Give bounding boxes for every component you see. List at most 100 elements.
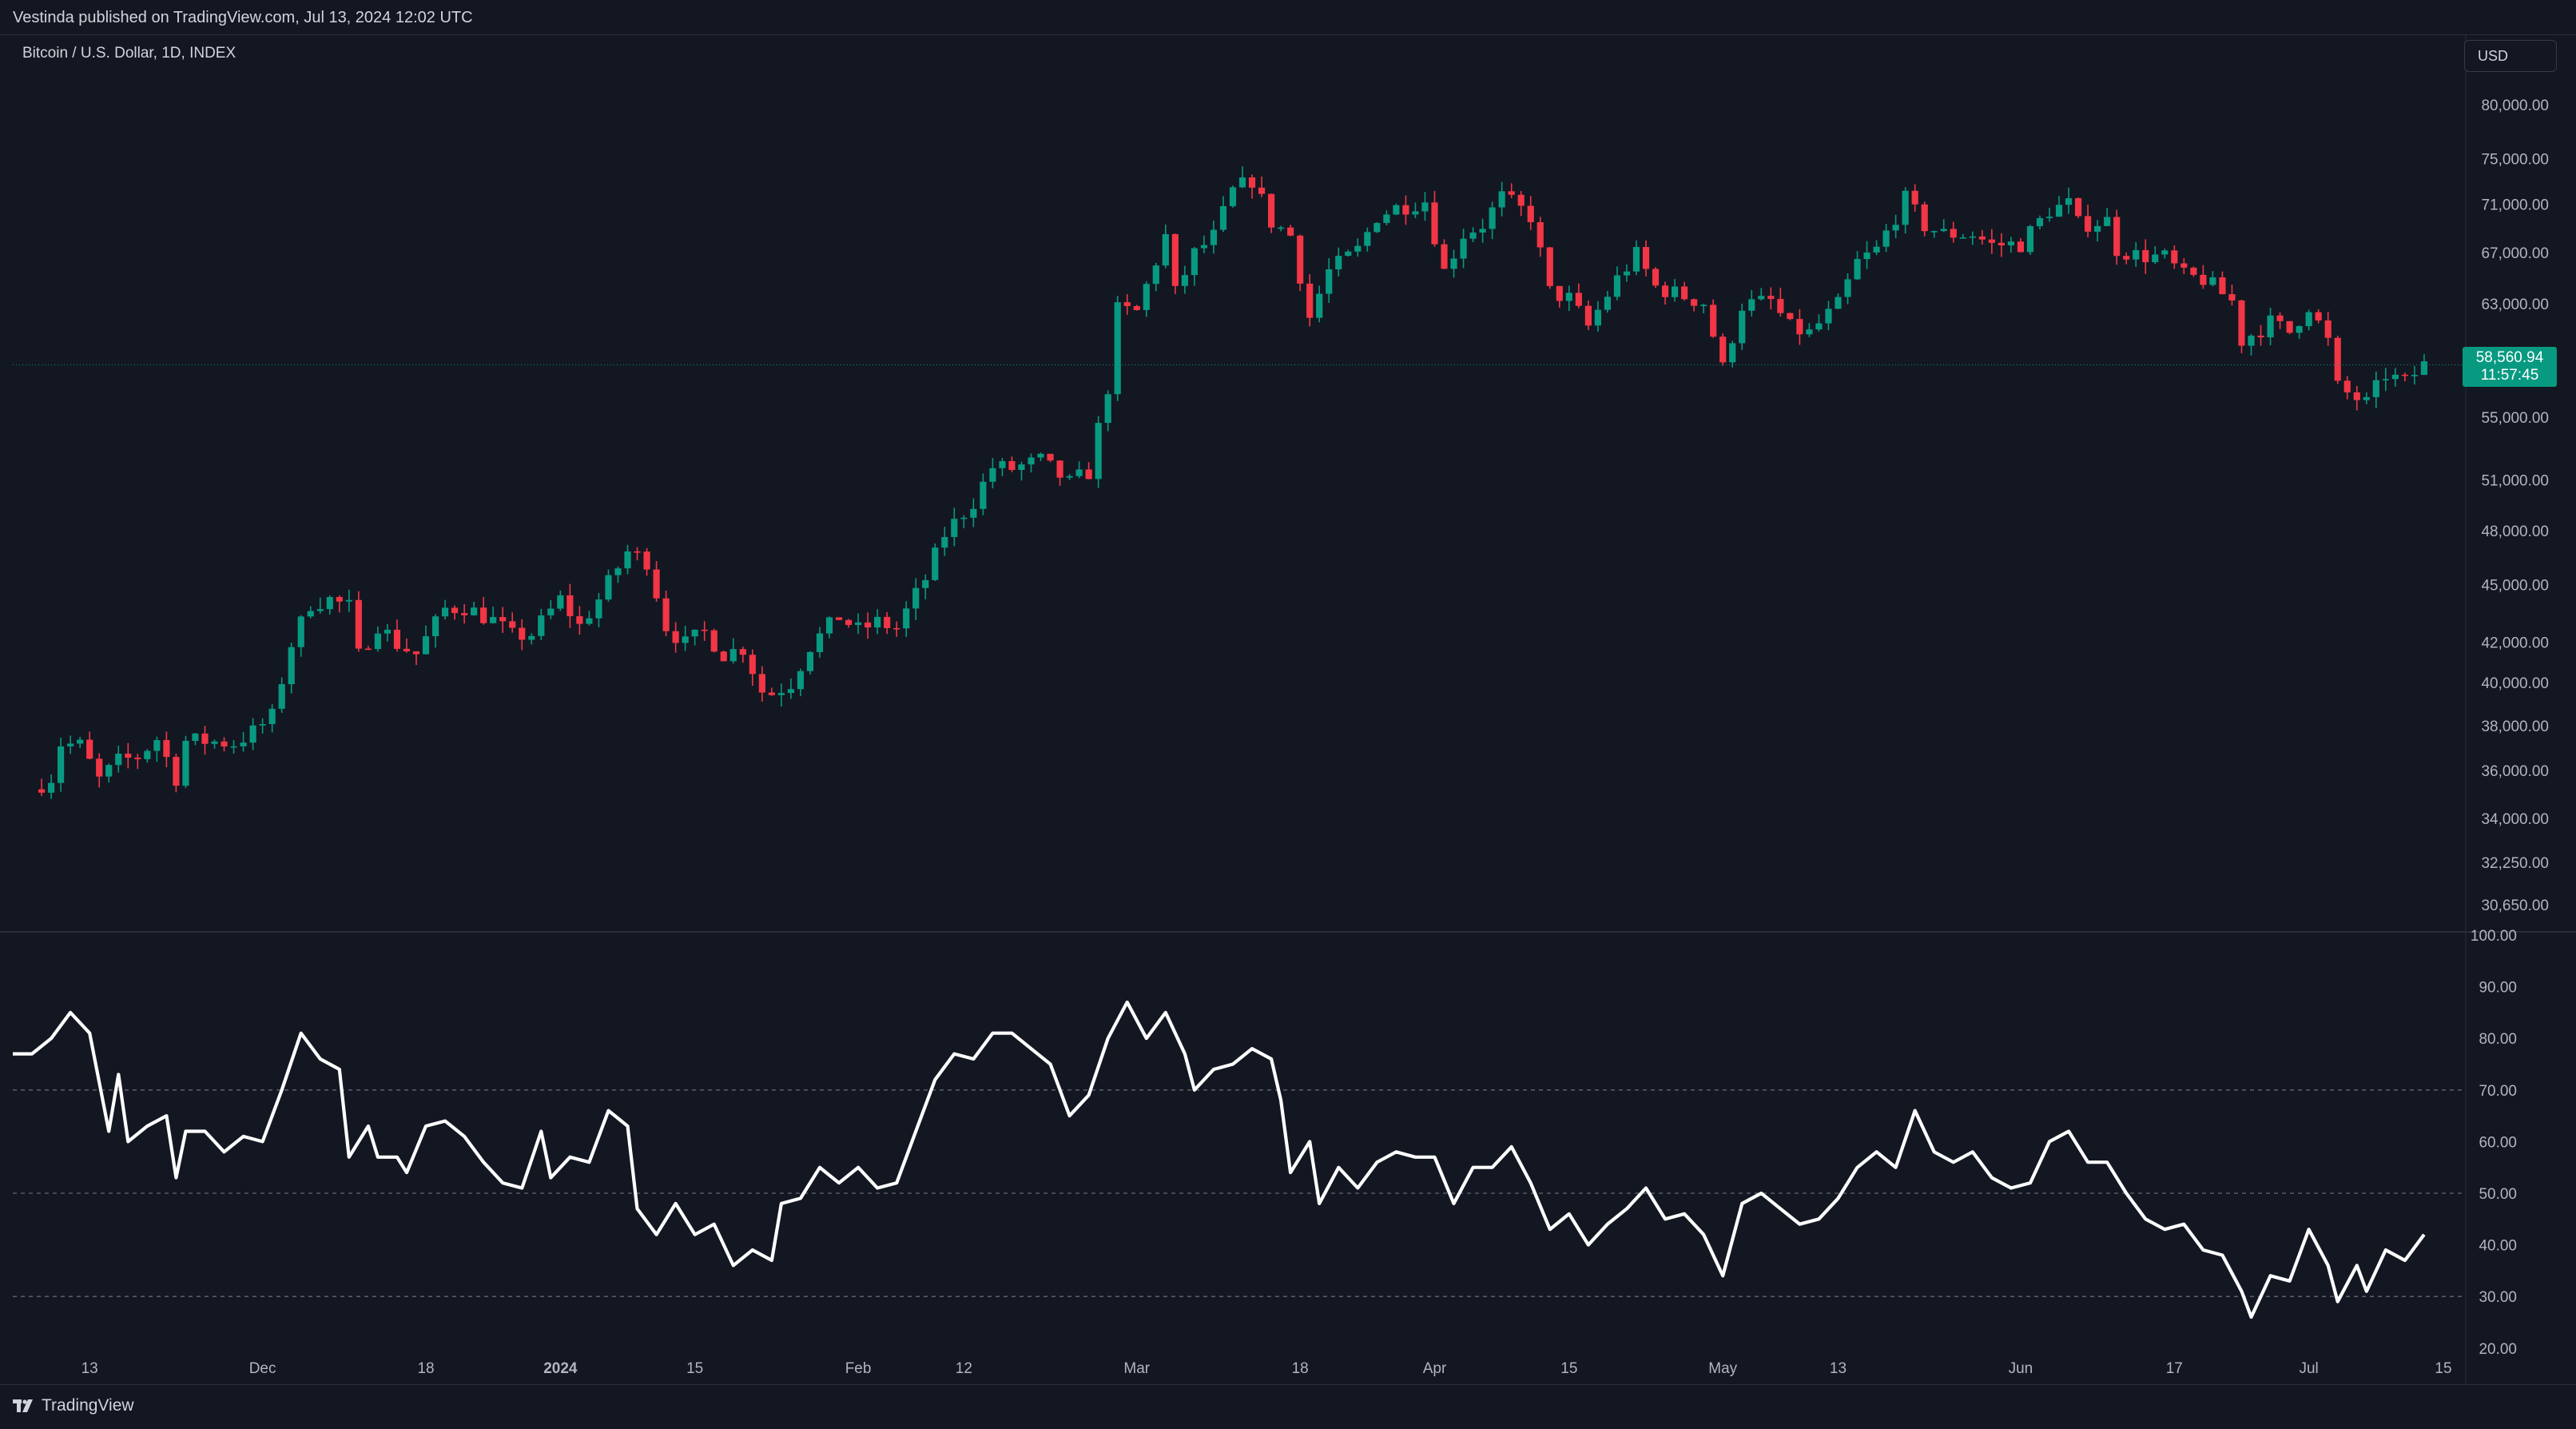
candle-body <box>393 629 401 649</box>
candle-body <box>431 616 439 637</box>
candle-body <box>1123 302 1131 307</box>
candle-body <box>2248 335 2255 346</box>
candle-body <box>192 733 199 741</box>
candle-body <box>2161 250 2169 255</box>
candle-body <box>1710 305 1717 337</box>
candle-body <box>2142 249 2149 263</box>
candle-body <box>749 655 756 675</box>
candle-body <box>1066 476 1073 478</box>
candle-body <box>960 517 968 519</box>
candle-body <box>451 607 459 614</box>
candle-body <box>1095 423 1102 480</box>
candle-body <box>1326 269 1333 294</box>
candle-body <box>2420 361 2428 376</box>
time-tick-label: Feb <box>845 1360 872 1377</box>
candle-body <box>653 569 660 599</box>
candle-body <box>1719 336 1727 363</box>
symbol-legend[interactable]: Bitcoin / U.S. Dollar, 1D, INDEX <box>22 45 237 62</box>
candle-body <box>336 597 343 602</box>
candle-body <box>1998 242 2005 246</box>
candle-body <box>307 611 314 617</box>
candle-body <box>422 636 430 655</box>
candle-body <box>1959 237 1966 239</box>
candle-body <box>67 743 74 746</box>
candle-body <box>1642 247 1650 269</box>
candle-body <box>364 648 372 651</box>
candle-body <box>1037 453 1044 458</box>
publisher-text: Vestinda published on TradingView.com, J… <box>13 9 473 26</box>
candle-body <box>1863 252 1870 260</box>
chart-area[interactable]: 80,000.00 75,000.00 71,000.00 67,000.00 63,0… <box>0 35 2576 1384</box>
time-tick-label: 15 <box>2435 1360 2451 1377</box>
footer: TradingView <box>0 1384 2576 1429</box>
candle-body <box>1219 205 1227 230</box>
brand-name: TradingView <box>42 1396 134 1415</box>
candle-body <box>249 725 256 743</box>
candle-body <box>2085 216 2092 232</box>
candle-body <box>2171 250 2178 264</box>
candle-body <box>1229 187 1237 206</box>
candle-body <box>845 619 853 625</box>
currency-button[interactable]: USD <box>2464 40 2557 72</box>
candle-body <box>316 609 324 611</box>
candle-body <box>893 627 900 630</box>
candle-body <box>701 629 708 631</box>
candle-body <box>2209 277 2216 285</box>
candle-body <box>1988 239 1995 243</box>
candle-body <box>941 536 948 548</box>
candle-body <box>576 616 583 624</box>
candle-body <box>720 651 727 662</box>
candle-body <box>1748 299 1755 311</box>
candle-body <box>1825 308 1832 324</box>
candle-body <box>825 617 833 634</box>
candle-body <box>951 519 958 537</box>
candle-body <box>797 671 805 690</box>
candle-body <box>605 575 612 600</box>
candle-body <box>2343 380 2351 392</box>
candle-body <box>1383 214 1390 223</box>
candle-body <box>1575 293 1582 306</box>
candle-body <box>1085 469 1092 480</box>
candle-body <box>105 765 113 777</box>
candle-body <box>125 753 132 758</box>
candle-body <box>278 684 285 709</box>
candle-body <box>2411 375 2418 376</box>
candle-body <box>758 674 765 693</box>
candle-body <box>595 599 602 619</box>
candle-body <box>1691 299 1698 306</box>
candle-body <box>2045 217 2053 218</box>
candle-body <box>1594 309 1601 326</box>
time-tick-label: Jul <box>2299 1360 2318 1377</box>
time-axis[interactable]: 13 Dec 18 2024 15 Feb 12 Mar 18 Apr 15 May 13 Jun 17 Ju… <box>81 1360 2452 1377</box>
candle-body <box>1729 343 1736 363</box>
candle-body <box>1412 211 1419 215</box>
candle-body <box>547 608 555 615</box>
candle-body <box>1104 394 1111 424</box>
candle-body <box>1114 302 1121 395</box>
candle-body <box>1940 229 1947 232</box>
price-tick-label: 30,650.00 <box>2481 898 2549 914</box>
candle-body <box>345 599 352 602</box>
candle-body <box>1835 297 1842 309</box>
candle-body <box>1171 233 1179 286</box>
candle-body <box>374 633 381 650</box>
candle-body <box>624 551 631 569</box>
price-tick-label: 75,000.00 <box>2481 151 2549 168</box>
candle-body <box>1700 305 1707 307</box>
candle-body <box>922 579 929 588</box>
candle-body <box>1469 232 1477 239</box>
candle-body <box>1479 229 1486 233</box>
last-price-value: 58,560.94 <box>2475 349 2544 366</box>
candle-body <box>1739 310 1746 344</box>
candle-body <box>1882 230 1890 247</box>
candle-body <box>1489 207 1496 229</box>
candle-body <box>240 742 247 746</box>
candle-body <box>1517 194 1525 206</box>
candle-body <box>2315 312 2322 320</box>
tradingview-logo-icon[interactable] <box>13 1396 37 1415</box>
candle-body <box>144 750 151 759</box>
candle-body <box>1556 285 1563 301</box>
candle-body <box>566 595 574 617</box>
candle-body <box>672 631 679 643</box>
